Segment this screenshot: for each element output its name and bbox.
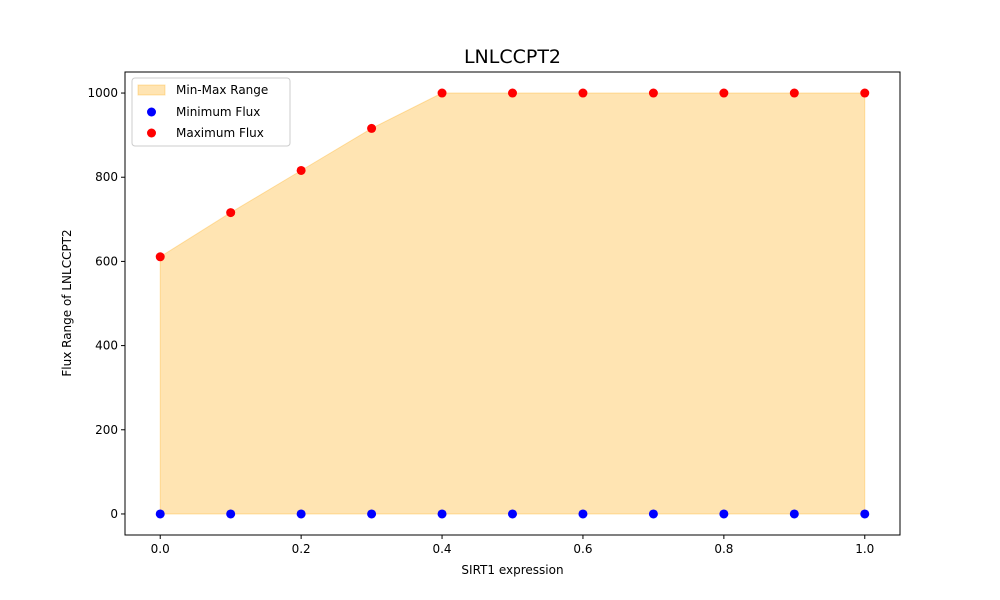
chart-title: LNLCCPT2 (464, 46, 561, 68)
min-flux-point (648, 509, 658, 519)
min-flux-point (860, 509, 870, 519)
y-axis-label: Flux Range of LNLCCPT2 (60, 229, 74, 376)
x-tick-label: 0.8 (714, 542, 733, 556)
max-flux-point (155, 252, 165, 262)
y-tick-label: 400 (95, 339, 118, 353)
max-flux-point (296, 165, 306, 175)
legend-label: Minimum Flux (176, 105, 260, 119)
plot-area (155, 88, 870, 519)
min-flux-point (578, 509, 588, 519)
x-tick-label: 0.2 (292, 542, 311, 556)
min-flux-point (226, 509, 236, 519)
legend-marker (147, 107, 156, 117)
min-flux-point (719, 509, 729, 519)
max-flux-point (648, 88, 658, 98)
min-flux-point (155, 509, 165, 519)
min-flux-point (508, 509, 517, 519)
x-tick-label: 0.0 (151, 542, 170, 556)
max-flux-point (578, 88, 588, 98)
y-tick-label: 600 (95, 254, 118, 268)
min-flux-point (789, 509, 799, 519)
x-tick-label: 0.6 (573, 542, 592, 556)
max-flux-point (789, 88, 799, 98)
max-flux-point (860, 88, 870, 98)
min-flux-point (296, 509, 306, 519)
plot-frame (124, 71, 901, 536)
y-tick-label: 800 (95, 170, 118, 184)
legend-swatch-range (137, 84, 166, 96)
min-flux-point (437, 509, 447, 519)
min-flux-point (367, 509, 377, 519)
max-flux-point (437, 88, 447, 98)
legend-box (131, 77, 291, 147)
max-flux-point (719, 88, 729, 98)
axes: 0.0 0.2 0.4 0.6 0.8 1.0 0 200 400 600 800 1000 (87, 71, 901, 556)
x-axis-label: SIRT1 expression (461, 563, 563, 577)
legend-label: Maximum Flux (176, 126, 264, 140)
x-tick-label: 1.0 (855, 542, 874, 556)
max-flux-point (508, 88, 517, 98)
legend-marker (147, 128, 156, 138)
y-tick-label: 200 (95, 423, 118, 437)
max-flux-point (367, 123, 377, 133)
y-tick-label: 1000 (87, 86, 118, 100)
max-flux-point (226, 208, 236, 218)
legend: Min-Max Range Minimum Flux Maximum Flux (131, 77, 291, 147)
x-tick-label: 0.4 (432, 542, 451, 556)
legend-label-range: Min-Max Range (176, 83, 268, 97)
y-tick-label: 0 (110, 507, 118, 521)
range-fill (159, 92, 866, 515)
